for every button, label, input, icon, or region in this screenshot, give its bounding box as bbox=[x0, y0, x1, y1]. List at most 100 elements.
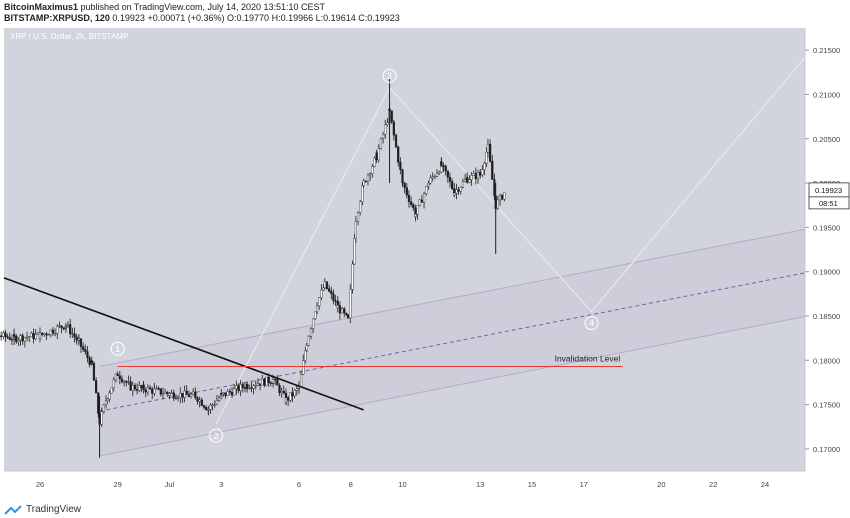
candle-body bbox=[125, 381, 128, 383]
candle-body bbox=[146, 387, 149, 393]
chart-title: XRP / U.S. Dollar, 2h, BITSTAMP bbox=[10, 32, 128, 41]
footer-brand: TradingView bbox=[4, 504, 81, 515]
candle-body bbox=[21, 335, 24, 342]
candle-body bbox=[157, 388, 160, 390]
candle-body bbox=[371, 166, 374, 174]
candle-body bbox=[325, 281, 329, 289]
time-tick-label: 24 bbox=[761, 480, 769, 489]
candle-body bbox=[322, 287, 325, 291]
publish-header: BitcoinMaximus1 published on TradingView… bbox=[4, 2, 325, 13]
candle-body bbox=[284, 397, 288, 403]
wave-label-circle bbox=[209, 428, 224, 443]
candle-body bbox=[71, 333, 74, 335]
time-axis-bg bbox=[0, 471, 850, 496]
time-tick-label: 22 bbox=[709, 480, 717, 489]
candle-body bbox=[280, 391, 283, 394]
candle-body bbox=[362, 180, 365, 186]
close-label: C: bbox=[358, 13, 368, 23]
plot-background bbox=[4, 28, 805, 471]
candle-body bbox=[338, 305, 342, 314]
wave-label-circle bbox=[110, 341, 125, 356]
ohlc-bar: BITSTAMP:XRPUSD, 120 0.19923 +0.00071 (+… bbox=[4, 13, 400, 24]
candle-body bbox=[384, 124, 387, 135]
candle-body bbox=[377, 148, 380, 161]
candle-body bbox=[90, 360, 93, 364]
high-value: 0.19966 bbox=[280, 13, 314, 23]
last-price: 0.19923 bbox=[112, 13, 145, 23]
candle-body bbox=[112, 379, 115, 389]
candle-body bbox=[252, 385, 255, 389]
candle-body bbox=[305, 345, 308, 351]
candle-body bbox=[84, 349, 87, 352]
channel-midline bbox=[99, 264, 843, 412]
candle-body bbox=[235, 385, 238, 389]
candle-body bbox=[131, 385, 134, 391]
brand-name[interactable]: TradingView bbox=[26, 504, 82, 515]
price-tick-label: 0.19500 bbox=[813, 223, 840, 232]
candle-body bbox=[198, 399, 201, 402]
candle-body bbox=[106, 398, 109, 401]
candle-body bbox=[381, 134, 385, 139]
descending-trendline[interactable] bbox=[3, 277, 364, 411]
candle-body bbox=[94, 380, 98, 394]
open-value: 0.19770 bbox=[236, 13, 270, 23]
candle-body bbox=[28, 336, 31, 338]
candle-body bbox=[356, 212, 360, 222]
candle-body bbox=[267, 376, 270, 384]
candle-body bbox=[263, 378, 266, 386]
candle-body bbox=[185, 390, 188, 395]
candle-body bbox=[62, 327, 65, 330]
candle-body bbox=[375, 152, 378, 161]
candle-body bbox=[345, 312, 348, 316]
candle-body bbox=[435, 172, 439, 177]
candle-body bbox=[176, 397, 180, 399]
candle-body bbox=[446, 170, 449, 178]
candle-body bbox=[110, 387, 113, 394]
candle-body bbox=[412, 204, 415, 209]
candle-body bbox=[118, 375, 121, 379]
chart-area[interactable]: XRP / U.S. Dollar, 2h, BITSTAMP Invalidat… bbox=[0, 26, 850, 496]
candle-body bbox=[104, 400, 108, 406]
price-change: +0.00071 (+0.36%) bbox=[147, 13, 225, 23]
candle-body bbox=[472, 173, 475, 176]
candle-body bbox=[470, 175, 473, 181]
author-name[interactable]: BitcoinMaximus1 bbox=[4, 2, 79, 12]
candle-body bbox=[77, 338, 80, 341]
candle-body bbox=[15, 335, 18, 342]
candle-body bbox=[6, 336, 9, 338]
time-tick-label: 8 bbox=[349, 480, 353, 489]
candle-body bbox=[155, 388, 158, 390]
candle-body bbox=[405, 187, 408, 196]
candle-body bbox=[79, 338, 83, 347]
price-chart[interactable]: XRP / U.S. Dollar, 2h, BITSTAMP Invalidat… bbox=[0, 26, 850, 496]
candle-body bbox=[233, 388, 236, 396]
candle-body bbox=[503, 192, 506, 200]
candle-body bbox=[174, 397, 178, 400]
candle-body bbox=[226, 391, 229, 396]
candle-body bbox=[274, 379, 277, 381]
candle-body bbox=[138, 385, 141, 391]
candle-body bbox=[496, 199, 499, 209]
candle-body bbox=[228, 391, 231, 393]
candle-body bbox=[427, 182, 430, 185]
candle-body bbox=[209, 405, 212, 410]
candle-body bbox=[410, 201, 413, 205]
candle-body bbox=[66, 324, 70, 326]
open-label: O: bbox=[227, 13, 237, 23]
candle-body bbox=[278, 385, 281, 394]
price-tick-label: 0.21500 bbox=[813, 46, 840, 55]
candle-body bbox=[88, 357, 91, 365]
low-value: 0.19614 bbox=[323, 13, 356, 23]
candle-body bbox=[102, 404, 105, 412]
candle-body bbox=[307, 336, 310, 346]
candle-body bbox=[148, 387, 152, 390]
candle-body bbox=[116, 373, 119, 376]
candle-body bbox=[483, 163, 486, 170]
candle-body bbox=[336, 305, 339, 309]
candle-body bbox=[453, 192, 456, 196]
candle-body bbox=[82, 346, 85, 350]
candle-body bbox=[205, 407, 208, 411]
low-label: L: bbox=[315, 13, 324, 23]
candle-body bbox=[92, 363, 96, 381]
candle-body bbox=[299, 374, 303, 387]
